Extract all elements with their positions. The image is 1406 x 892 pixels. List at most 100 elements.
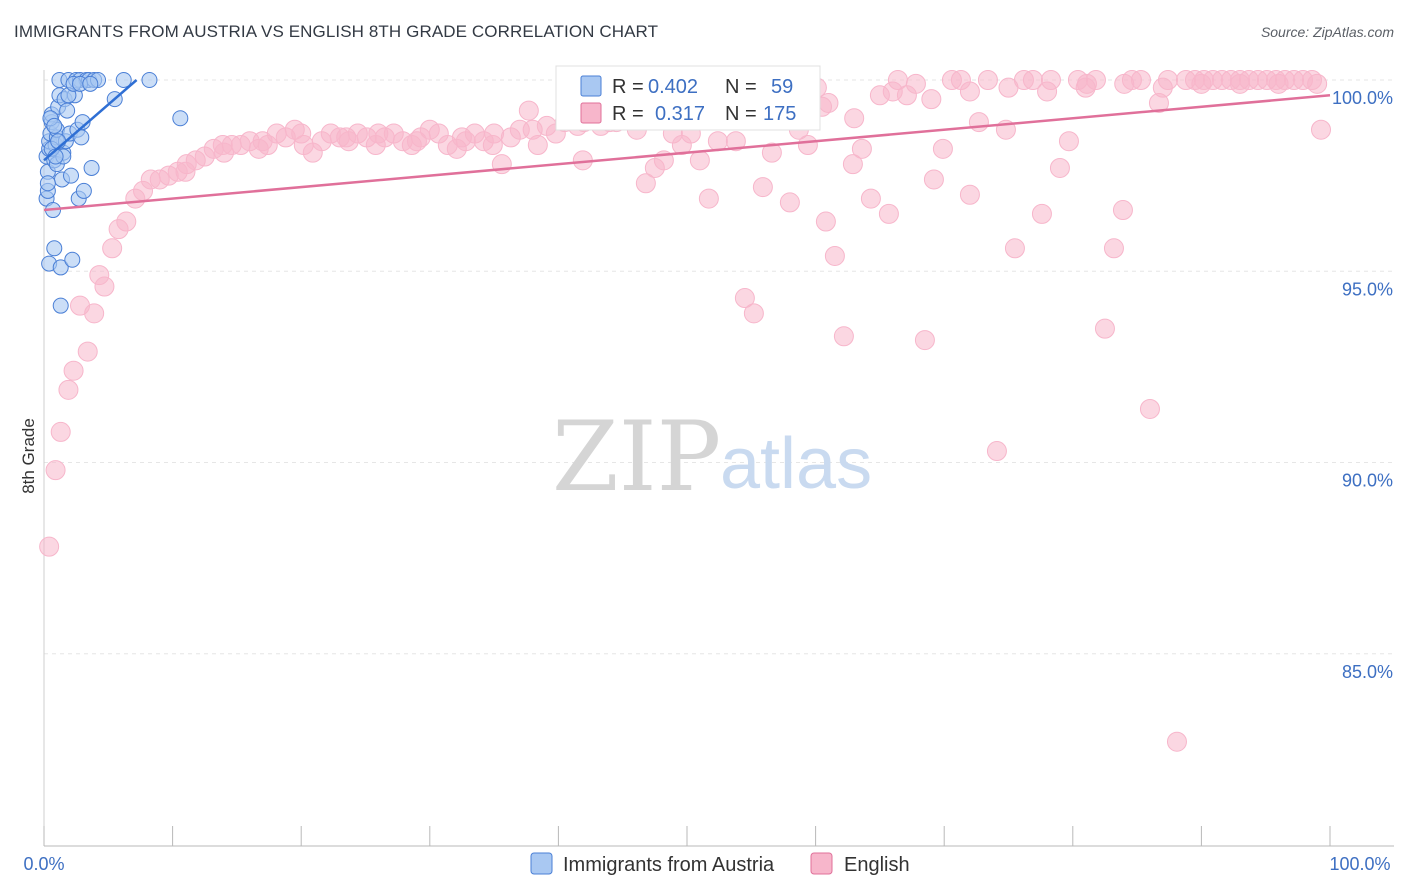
english-point xyxy=(58,379,79,400)
legend-r-value-english: 0.317 xyxy=(655,103,705,125)
english-point xyxy=(45,460,66,481)
english-point xyxy=(102,238,123,259)
english-point xyxy=(797,135,818,156)
chart-title: IMMIGRANTS FROM AUSTRIA VS ENGLISH 8TH G… xyxy=(14,22,659,41)
source-label: Source: ZipAtlas.com xyxy=(1260,24,1394,40)
english-point xyxy=(1268,73,1289,94)
english-point xyxy=(63,360,84,381)
x-tick-label-max: 100.0% xyxy=(1329,854,1390,874)
english-point xyxy=(635,173,656,194)
english-point xyxy=(252,131,273,152)
english-point xyxy=(905,73,926,94)
english-point xyxy=(752,177,773,198)
y-tick-label: 100.0% xyxy=(1332,88,1393,108)
english-point xyxy=(1114,73,1135,94)
english-point xyxy=(689,150,710,171)
english-point xyxy=(1152,77,1173,98)
legend-r-label-austria: R = xyxy=(612,76,644,98)
english-point xyxy=(1191,73,1212,94)
legend-n-label-english: N = xyxy=(725,103,757,125)
austria-point xyxy=(75,182,92,199)
english-point xyxy=(779,192,800,213)
english-point xyxy=(844,108,865,129)
austria-point xyxy=(52,259,69,276)
bottom-legend-swatch-english xyxy=(810,852,833,875)
english-point xyxy=(998,77,1019,98)
legend-n-label-austria: N = xyxy=(725,76,757,98)
english-point xyxy=(116,211,137,232)
english-point xyxy=(336,127,357,148)
english-point xyxy=(1103,238,1124,259)
english-point xyxy=(1310,119,1331,140)
gridlines xyxy=(44,79,1394,655)
english-point xyxy=(84,303,105,324)
english-point xyxy=(518,100,539,121)
watermark-zip: ZIP xyxy=(552,401,721,513)
english-point xyxy=(50,421,71,442)
english-point xyxy=(1031,203,1052,224)
y-axis-label: 8th Grade xyxy=(19,418,38,494)
english-point xyxy=(451,127,472,148)
english-point xyxy=(842,154,863,175)
english-point xyxy=(959,184,980,205)
x-tick-label-min: 0.0% xyxy=(23,854,64,874)
legend-n-value-english: 175 xyxy=(763,103,796,125)
austria-point xyxy=(46,240,63,257)
bottom-legend-swatch-austria xyxy=(530,852,553,875)
english-point xyxy=(1229,73,1250,94)
legend-n-value-austria: 59 xyxy=(771,76,793,98)
y-tick-label: 85.0% xyxy=(1342,662,1393,682)
english-point xyxy=(878,203,899,224)
english-point xyxy=(734,288,755,309)
english-point xyxy=(1037,81,1058,102)
stats-legend: R = 0.402 N = 59 R = 0.317 N = 175 xyxy=(555,65,821,131)
english-point xyxy=(1004,238,1025,259)
english-point xyxy=(923,169,944,190)
legend-r-label-english: R = xyxy=(612,103,644,125)
english-point xyxy=(77,341,98,362)
austria-trend-line xyxy=(43,79,138,162)
austria-point xyxy=(82,75,99,92)
english-point xyxy=(977,70,998,90)
english-point xyxy=(932,138,953,159)
austria-point xyxy=(141,72,158,88)
legend-r-value-austria: 0.402 xyxy=(648,76,698,98)
english-point xyxy=(860,188,881,209)
austria-point xyxy=(39,175,56,192)
english-point xyxy=(882,81,903,102)
english-point xyxy=(921,89,942,110)
english-point xyxy=(833,326,854,347)
english-point xyxy=(1075,77,1096,98)
english-point xyxy=(291,123,312,144)
english-point xyxy=(1130,70,1151,90)
austria-point xyxy=(64,251,81,268)
austria-point xyxy=(59,102,76,119)
english-point xyxy=(484,123,505,144)
english-point xyxy=(1166,731,1187,752)
y-tick-labels: 85.0% 90.0% 95.0% 100.0% xyxy=(1332,88,1393,682)
legend-swatch-austria xyxy=(580,75,602,97)
english-point xyxy=(1058,131,1079,152)
austria-point xyxy=(52,297,69,314)
bottom-legend-label-austria: Immigrants from Austria xyxy=(563,854,775,876)
austria-point xyxy=(63,167,80,184)
austria-point xyxy=(115,72,132,88)
english-point xyxy=(39,536,60,557)
english-point xyxy=(824,245,845,266)
english-point xyxy=(968,112,989,133)
english-trend-line xyxy=(43,94,1331,212)
english-point xyxy=(815,211,836,232)
english-point xyxy=(986,441,1007,462)
english-point xyxy=(959,81,980,102)
english-point xyxy=(707,131,728,152)
english-point xyxy=(914,330,935,351)
english-point xyxy=(761,142,782,163)
austria-point xyxy=(83,159,100,176)
english-point xyxy=(1307,73,1328,94)
austria-point xyxy=(172,110,189,127)
english-point xyxy=(725,131,746,152)
series-legend: Immigrants from Austria English xyxy=(530,852,910,876)
english-point xyxy=(698,188,719,209)
english-point xyxy=(1049,157,1070,178)
